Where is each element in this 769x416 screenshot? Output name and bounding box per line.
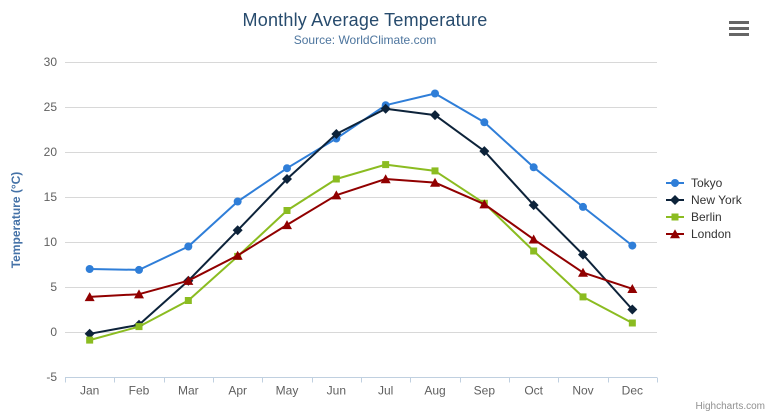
series-london <box>84 174 638 302</box>
x-axis-label: May <box>276 384 299 398</box>
x-axis-label: Feb <box>129 384 150 398</box>
chart-title: Monthly Average Temperature <box>242 10 488 30</box>
series-tokyo <box>85 89 637 274</box>
y-axis-label: 20 <box>44 145 58 159</box>
chart-subtitle: Source: WorldClimate.com <box>293 33 437 47</box>
hamburger-menu-icon <box>729 27 749 30</box>
x-axis-labels: Jan Feb Mar Apr May Jun Jul Aug Sep Oct Nov Dec <box>80 384 643 398</box>
export-menu-button[interactable] <box>729 21 749 37</box>
x-axis-label: Jul <box>378 384 393 398</box>
legend-item-new-york[interactable]: New York <box>666 191 742 208</box>
x-axis-label: Nov <box>572 384 593 398</box>
x-axis-label: Mar <box>178 384 199 398</box>
y-axis-label: 5 <box>50 280 57 294</box>
legend-symbol-square <box>666 213 684 220</box>
x-axis-label: Sep <box>474 384 496 398</box>
x-axis-label: Dec <box>622 384 643 398</box>
y-axis-label: 30 <box>44 55 58 69</box>
y-axis-labels: -5 0 5 10 15 20 25 30 <box>44 55 58 384</box>
legend-label: Berlin <box>691 209 722 224</box>
highcharts-credits[interactable]: Highcharts.com <box>695 401 765 412</box>
hamburger-menu-icon <box>729 21 749 24</box>
x-axis-label: Jan <box>80 384 99 398</box>
x-axis-label: Apr <box>228 384 247 398</box>
legend-item-tokyo[interactable]: Tokyo <box>666 174 742 191</box>
x-axis-label: Oct <box>524 384 543 398</box>
y-axis-label: -5 <box>46 370 57 384</box>
y-axis-label: 15 <box>44 190 58 204</box>
legend-symbol-diamond <box>666 194 684 205</box>
legend-item-london[interactable]: London <box>666 225 742 242</box>
legend-label: New York <box>691 192 742 207</box>
y-axis-label: 25 <box>44 100 58 114</box>
gridlines <box>65 62 657 378</box>
legend-label: Tokyo <box>691 175 723 190</box>
legend-symbol-triangle <box>666 228 684 238</box>
x-axis-label: Aug <box>424 384 445 398</box>
series-new-york <box>84 103 638 339</box>
y-axis-label: 0 <box>50 325 57 339</box>
y-axis-label: 10 <box>44 235 58 249</box>
legend-item-berlin[interactable]: Berlin <box>666 208 742 225</box>
x-axis-label: Jun <box>327 384 346 398</box>
hamburger-menu-icon <box>729 33 749 36</box>
x-axis <box>65 377 658 383</box>
legend-label: London <box>691 226 732 241</box>
legend: Tokyo New York Berlin London <box>666 174 742 242</box>
legend-symbol-circle <box>666 178 684 187</box>
